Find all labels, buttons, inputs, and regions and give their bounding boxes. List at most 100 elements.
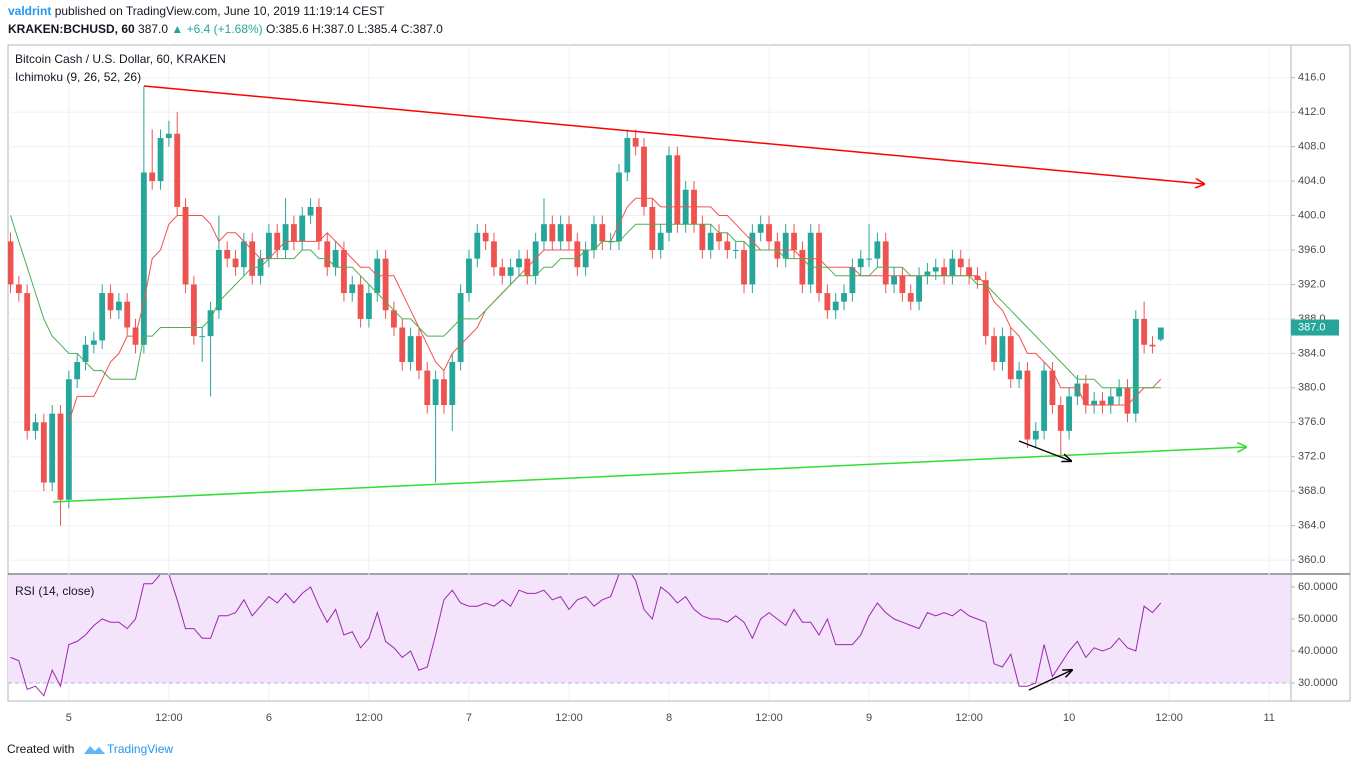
candle-body [416, 336, 422, 371]
candle-body [507, 267, 514, 276]
candle-body [1024, 370, 1031, 440]
candle-body [82, 344, 89, 362]
candle-body [557, 224, 564, 242]
candle-body [541, 224, 547, 242]
published: published on TradingView.com, June 10, 2… [55, 4, 385, 18]
candle-body [182, 206, 189, 285]
symbol: KRAKEN:BCHUSD, 60 [8, 22, 135, 36]
candle-body [516, 258, 522, 268]
candle-body [265, 232, 272, 259]
candle-body [474, 232, 481, 259]
candle-body [866, 258, 872, 260]
candle-body [724, 241, 731, 250]
candle-body [741, 249, 747, 285]
candle-body [949, 258, 956, 276]
series-title: Bitcoin Cash / U.S. Dollar, 60, KRAKEN [15, 52, 226, 66]
candle-body [399, 327, 406, 362]
candle-body [716, 232, 722, 242]
y-tick-label: 50.0000 [1298, 613, 1338, 625]
candle-body [1041, 370, 1048, 431]
candle-body [1107, 396, 1114, 406]
drawings [52, 85, 1246, 691]
candle-body [591, 224, 597, 250]
x-tick-label: 12:00 [355, 712, 383, 724]
y-tick-label: 60.0000 [1298, 581, 1338, 593]
footer-brand[interactable]: TradingView [107, 742, 173, 756]
y-tick-label: 40.0000 [1298, 645, 1338, 657]
candle-body [49, 413, 56, 483]
candle-body [457, 293, 464, 362]
candle-body [707, 232, 714, 250]
y-tick-label: 404.0 [1298, 175, 1326, 187]
candle-body [632, 138, 639, 147]
candle-body [874, 241, 881, 259]
candle-body [491, 241, 497, 268]
candle-body [1082, 383, 1089, 406]
x-tick-label: 6 [266, 712, 272, 724]
candle-body [666, 155, 672, 233]
footer-created: Created with [7, 742, 74, 756]
candle-body [991, 336, 998, 362]
candle-body [65, 379, 72, 500]
price-lower-low-arrow [1018, 440, 1071, 461]
candle-body [674, 155, 681, 225]
candle-body [1074, 383, 1081, 397]
candle-body [15, 284, 22, 294]
rsi-higher-low-arrow [1028, 670, 1072, 691]
candle-body [40, 422, 47, 483]
candle-body [107, 293, 114, 311]
last-price-tag [1291, 319, 1339, 336]
candle-body [732, 249, 739, 251]
ichimoku-line [10, 215, 1161, 389]
candle-body [799, 249, 806, 285]
x-tick-label: 12:00 [755, 712, 783, 724]
candle-body [657, 232, 664, 250]
y-tick-label: 360.0 [1298, 554, 1326, 566]
candle-body [149, 172, 156, 182]
support-trendline [52, 447, 1246, 503]
y-tick-label: 384.0 [1298, 347, 1326, 359]
candle-body [382, 258, 389, 311]
price: 387.0 [138, 22, 168, 36]
candle-body [1149, 344, 1156, 347]
candle-body [966, 267, 973, 276]
candle-body [857, 258, 864, 268]
rsi-band [8, 575, 1290, 684]
candle-body [1016, 370, 1023, 380]
x-tick-label: 8 [666, 712, 672, 724]
candle-body [816, 232, 822, 294]
x-tick-label: 12:00 [555, 712, 583, 724]
candle-body [824, 293, 831, 311]
candle-body [324, 241, 331, 268]
rsi-line [10, 575, 1162, 697]
candle-body [599, 224, 606, 242]
candle-body [391, 310, 397, 328]
y-tick-label: 392.0 [1298, 278, 1326, 290]
author[interactable]: valdrint [8, 4, 51, 18]
candle-body [782, 232, 789, 259]
rsi-title: RSI (14, close) [15, 584, 94, 598]
brand-logo [84, 746, 105, 754]
candle-body [974, 275, 981, 281]
candle-body [424, 370, 431, 406]
candle-body [24, 293, 31, 431]
candle-body [907, 293, 914, 302]
candle-body [449, 361, 456, 406]
x-tick-label: 7 [466, 712, 472, 724]
x-tick-label: 9 [866, 712, 872, 724]
candle-body [466, 258, 472, 294]
y-tick-label: 368.0 [1298, 485, 1326, 497]
candle-body [332, 249, 339, 268]
candle-body [482, 232, 489, 242]
candle-body [407, 336, 414, 362]
frame [7, 44, 1351, 702]
candle-body [766, 224, 772, 242]
candle-body [341, 249, 347, 294]
candle-body [916, 275, 922, 302]
symbol-line: KRAKEN:BCHUSD, 60 387.0 ▲ +6.4 (+1.68%) … [8, 22, 443, 36]
candle-body [441, 379, 447, 406]
candle-body [207, 310, 214, 337]
candle-body [232, 258, 239, 268]
candle-body [1007, 336, 1014, 380]
